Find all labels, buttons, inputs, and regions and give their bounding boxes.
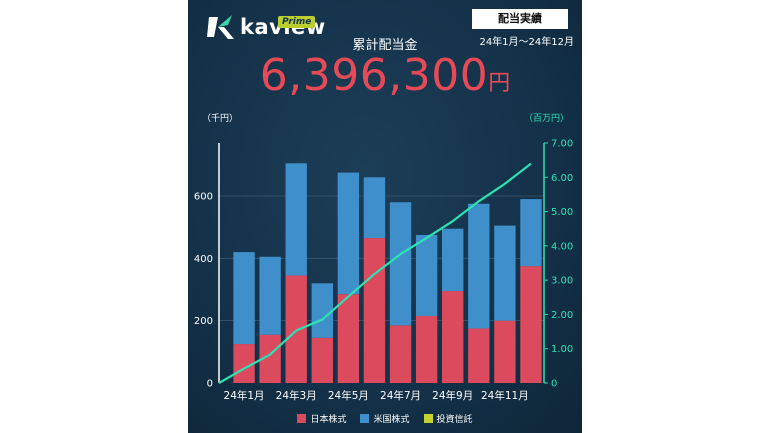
kaview-logo-icon	[207, 15, 234, 39]
x-tick-label: 24年11月	[481, 389, 529, 402]
chart-legend: 日本株式 米国株式 投資信託	[188, 412, 582, 425]
y-right-tick-label: 2.00	[551, 310, 573, 321]
cumulative-line	[218, 162, 532, 384]
bar-us	[285, 163, 307, 276]
bar-japan	[337, 294, 360, 383]
legend-swatch-japan	[297, 414, 307, 423]
y-right-tick-label: 6.00	[551, 173, 573, 184]
bar-us	[494, 225, 516, 321]
bar-japan	[520, 266, 542, 383]
bar-japan	[285, 275, 307, 383]
bar-us	[520, 199, 542, 267]
total-value: 6,396,300	[259, 50, 489, 101]
total-unit: 円	[488, 71, 511, 96]
y-left-tick-label: 200	[194, 316, 213, 327]
bar-japan	[494, 320, 516, 383]
legend-item-japan[interactable]: 日本株式	[297, 412, 346, 425]
y-left-tick-label: 400	[194, 254, 213, 265]
bar-us	[311, 283, 333, 338]
y-right-tick-label: 7.00	[551, 139, 573, 150]
bar-us	[363, 177, 386, 239]
y-right-tick-label: 1.00	[551, 344, 573, 355]
legend-swatch-us	[360, 414, 370, 423]
dividend-panel: kaview Prime 配当実績 24年1月〜24年12月 累計配当金 6,3…	[188, 0, 582, 433]
bar-japan	[468, 328, 490, 383]
y-left-tick-label: 600	[194, 191, 213, 202]
period-badge[interactable]: 配当実績	[472, 9, 568, 29]
period-range: 24年1月〜24年12月	[479, 37, 574, 48]
y-right-tick-label: 5.00	[551, 207, 573, 218]
y-right-axis-label: （百万円）	[524, 113, 569, 124]
y-right-tick-label: 4.00	[551, 241, 573, 252]
legend-label-japan: 日本株式	[310, 415, 347, 425]
y-left-tick-label: 0	[207, 379, 213, 390]
bar-japan	[389, 325, 412, 383]
x-tick-label: 24年3月	[276, 389, 317, 402]
total-dividend: 6,396,300円	[188, 50, 582, 101]
legend-swatch-funds	[423, 414, 433, 423]
dividend-chart: 0 200 400 600 0 1.00 2.00 3.00 4.00 5.00 6.00 7.00 （…	[194, 113, 573, 402]
x-tick-label: 24年5月	[328, 389, 369, 402]
y-left-axis-label: （千円）	[202, 113, 238, 124]
legend-label-us: 米国株式	[373, 415, 410, 425]
y-right-tick-label: 3.00	[551, 276, 573, 287]
bar-us	[233, 252, 255, 345]
x-tick-label: 24年1月	[224, 389, 265, 402]
x-tick-label: 24年9月	[432, 389, 473, 402]
bar-japan	[233, 344, 255, 383]
bar-japan	[363, 238, 386, 383]
x-tick-label: 24年7月	[380, 389, 421, 402]
bar-japan	[415, 315, 438, 383]
bar-us	[468, 203, 490, 329]
legend-label-funds: 投資信託	[436, 415, 473, 425]
bar-us	[389, 202, 412, 326]
bar-us	[337, 172, 360, 295]
bar-us	[259, 256, 281, 335]
legend-item-us[interactable]: 米国株式	[360, 412, 410, 425]
y-right-tick-label: 0	[551, 379, 557, 390]
legend-item-funds[interactable]: 投資信託	[423, 412, 473, 425]
bar-japan	[259, 334, 281, 383]
bar-us	[415, 234, 438, 316]
bar-japan	[311, 337, 333, 383]
bar-japan	[442, 291, 464, 383]
page-title: 累計配当金	[352, 38, 418, 53]
logo-prime-badge: Prime	[278, 16, 316, 28]
bar-us	[442, 228, 464, 292]
